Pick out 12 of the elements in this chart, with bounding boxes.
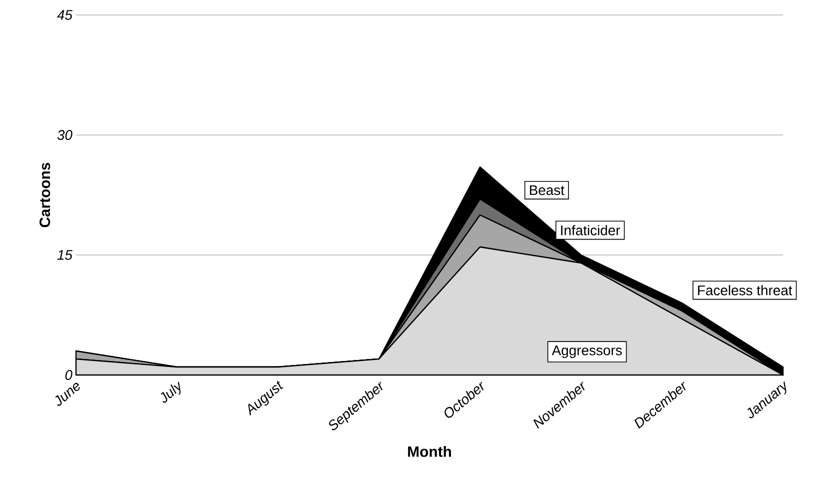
y-tick-label: 30 [57,130,72,140]
y-tick-label: 15 [57,250,73,260]
series-label: Infaticider [561,225,620,236]
y-axis-title: Cartoons [40,162,50,228]
series-label: Aggressors [552,346,622,358]
series-label: Faceless threat [698,285,792,296]
y-tick-label: 45 [57,10,73,20]
x-tick-label: July [160,382,181,403]
x-axis-title: Month [408,446,451,457]
series-label: Beast [530,185,564,196]
x-tick-label: June [55,382,80,406]
y-tick-label: 0 [65,370,72,380]
